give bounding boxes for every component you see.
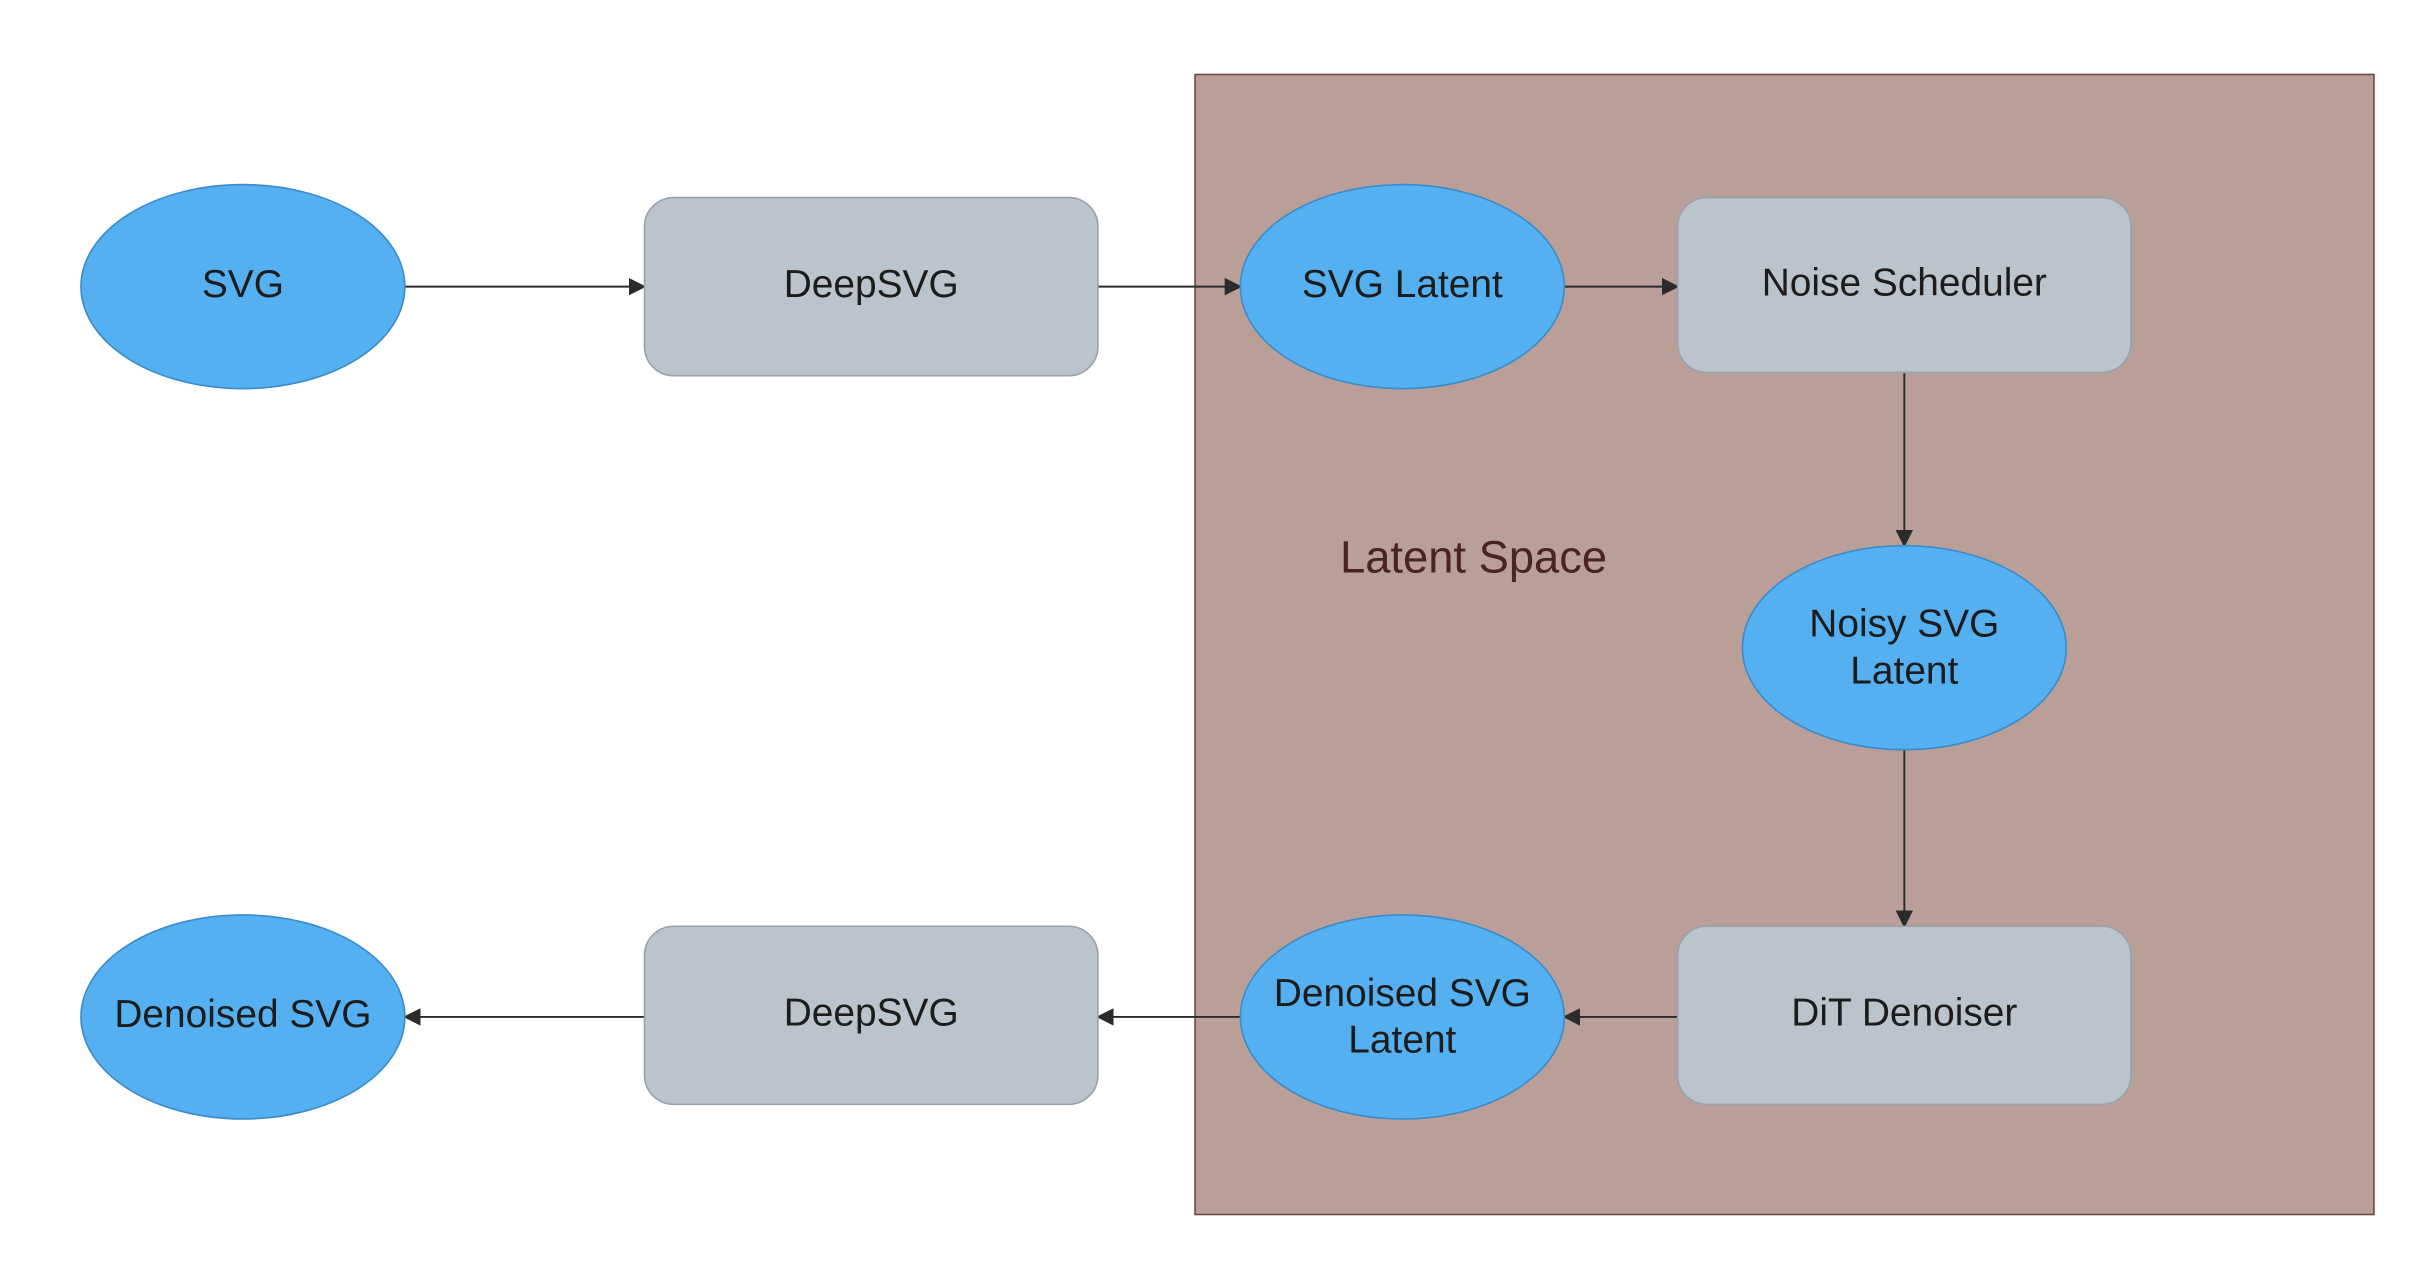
node-svg-label: SVG [202,263,284,306]
node-deepsvg1: DeepSVG [645,198,1098,376]
node-noisy_latent: Noisy SVGLatent [1742,546,2066,750]
node-noise_sched-label: Noise Scheduler [1762,261,2047,304]
node-deepsvg2: DeepSVG [645,926,1098,1104]
node-dit-label: DiT Denoiser [1791,992,2017,1035]
node-dit: DiT Denoiser [1678,926,2131,1104]
node-svg_latent: SVG Latent [1240,185,1564,389]
node-svg: SVG [81,185,405,389]
latent-space-label: Latent Space [1340,531,1607,582]
node-noisy_latent-label-line2: Latent [1850,649,1958,692]
node-noisy_latent-label-line1: Noisy SVG [1809,603,1999,646]
node-den_latent: Denoised SVGLatent [1240,915,1564,1119]
node-deepsvg1-label: DeepSVG [784,263,959,306]
node-deepsvg2-label: DeepSVG [784,992,959,1035]
node-den_latent-shape [1240,915,1564,1119]
node-den_latent-label-line1: Denoised SVG [1274,972,1531,1015]
node-noisy_latent-shape [1742,546,2066,750]
node-den_svg: Denoised SVG [81,915,405,1119]
node-noise_sched: Noise Scheduler [1678,198,2131,373]
node-den_latent-label-line2: Latent [1348,1018,1456,1061]
node-den_svg-label: Denoised SVG [114,993,371,1036]
node-svg_latent-label: SVG Latent [1302,263,1503,306]
